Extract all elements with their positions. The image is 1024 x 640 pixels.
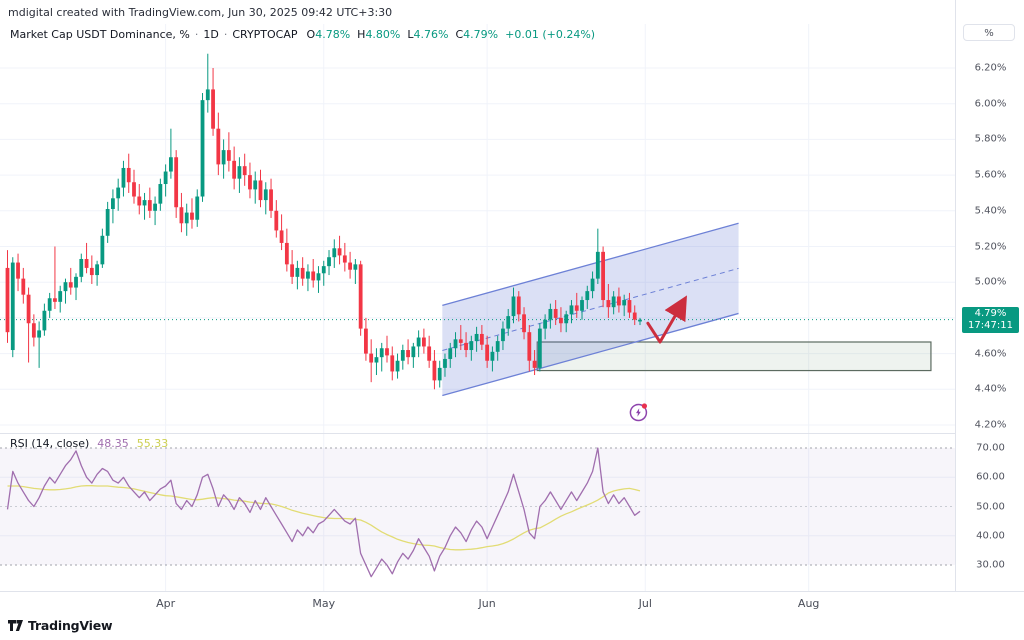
attribution-text: mdigital created with TradingView.com, J…: [8, 6, 393, 19]
open-value: 4.78%: [315, 28, 351, 41]
legend-separator: ·: [194, 28, 199, 41]
ascending-channel-drawing[interactable]: [442, 222, 739, 397]
price-tick-label: 5.80%: [974, 133, 1007, 145]
rsi-value: 48.35: [97, 437, 129, 450]
open-label: O: [306, 28, 316, 41]
tradingview-wordmark: TradingView: [28, 618, 113, 633]
month-label: Jun: [478, 597, 496, 610]
candlestick-series[interactable]: [5, 53, 642, 390]
price-tick-label: 6.20%: [974, 62, 1007, 74]
rsi-tick-label: 50.00: [976, 501, 1005, 512]
percent-unit-button[interactable]: %: [963, 24, 1015, 41]
rsi-legend: RSI (14, close) 48.35 55.33: [10, 437, 168, 450]
pane-separator[interactable]: [0, 433, 1024, 434]
tradingview-footer[interactable]: TradingView: [8, 618, 113, 633]
bar-countdown: 17:47:11: [968, 320, 1013, 332]
ohlc-values: O4.78% H4.80% L4.76% C4.79% +0.01 (+0.24…: [307, 28, 596, 41]
exchange-label[interactable]: CRYPTOCAP: [232, 28, 298, 41]
price-tick-label: 4.60%: [974, 348, 1007, 360]
low-value: 4.76%: [413, 28, 449, 41]
symbol-title[interactable]: Market Cap USDT Dominance, %: [10, 28, 190, 41]
rsi-ma-value: 55.33: [136, 437, 169, 450]
rsi-tick-label: 60.00: [976, 471, 1005, 483]
last-price-value: 4.79%: [974, 308, 1007, 320]
rsi-ma-line: [7, 485, 641, 551]
price-tick-label: 5.40%: [974, 205, 1007, 217]
low-label: L: [407, 28, 414, 41]
price-tick-label: 4.40%: [974, 383, 1007, 395]
high-value: 4.80%: [365, 28, 401, 41]
legend-separator: ·: [223, 28, 228, 41]
close-value: 4.79%: [463, 28, 499, 41]
month-label: Apr: [156, 597, 176, 610]
month-label: May: [312, 597, 336, 610]
price-tick-label: 4.20%: [974, 419, 1007, 431]
symbol-legend: Market Cap USDT Dominance, % · 1D · CRYP…: [10, 28, 595, 41]
rsi-line: [6, 447, 641, 578]
month-label: Aug: [797, 597, 820, 610]
tradingview-logo-icon: [8, 620, 23, 631]
close-label: C: [455, 28, 464, 41]
interval-label[interactable]: 1D: [203, 28, 219, 41]
change-value: +0.01 (+0.24%): [505, 28, 596, 41]
rsi-band: [0, 447, 955, 566]
time-axis[interactable]: Apr May Jun Jul Aug: [0, 591, 1024, 615]
price-tick-label: 6.00%: [974, 98, 1007, 110]
month-label: Jul: [638, 597, 652, 610]
rsi-tick-label: 30.00: [976, 559, 1005, 571]
price-tick-label: 5.20%: [974, 241, 1007, 252]
rsi-tick-label: 40.00: [976, 530, 1005, 542]
chart-canvas[interactable]: [0, 0, 955, 614]
forecast-arrow-drawing[interactable]: [646, 295, 687, 344]
gridlines: [0, 24, 955, 591]
rsi-indicator-label[interactable]: RSI (14, close): [10, 437, 90, 450]
price-tick-label: 5.60%: [974, 169, 1007, 181]
lightning-alert-icon[interactable]: [629, 403, 648, 422]
price-axis[interactable]: % 4.79% 17:47:11 6.20% 6.00% 5.80% 5.60% 5.4…: [955, 0, 1024, 614]
last-price-label: 4.79% 17:47:11: [962, 307, 1019, 334]
rsi-tick-label: 70.00: [976, 442, 1005, 454]
high-label: H: [357, 28, 366, 41]
price-tick-label: 5.00%: [974, 276, 1007, 288]
support-zone-rectangle[interactable]: [536, 341, 932, 372]
